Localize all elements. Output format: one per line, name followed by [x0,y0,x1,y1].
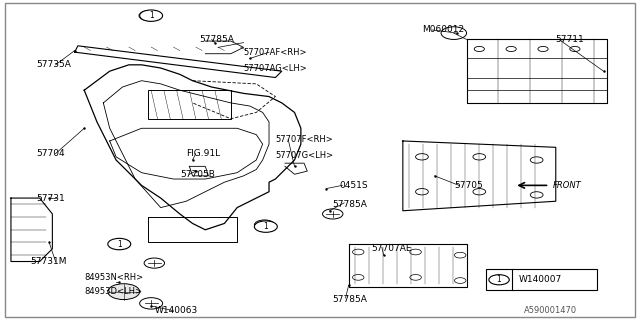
Text: 57705: 57705 [454,181,483,190]
Text: 0451S: 0451S [339,181,368,190]
Text: 57731M: 57731M [30,257,67,266]
Text: W140007: W140007 [519,275,562,284]
Text: 57707AG<LH>: 57707AG<LH> [244,63,307,73]
Text: 57731: 57731 [36,194,65,203]
Circle shape [140,10,163,21]
Bar [148,90,231,119]
Text: 84953D<LH>: 84953D<LH> [84,287,142,296]
Text: 57785A: 57785A [199,35,234,44]
Text: W140063: W140063 [154,306,198,315]
Circle shape [410,275,421,280]
Text: 57707AE: 57707AE [371,244,412,253]
Circle shape [415,188,428,195]
Circle shape [489,275,509,285]
Text: FIG.91L: FIG.91L [186,149,220,158]
Circle shape [538,46,548,52]
Text: 57704: 57704 [36,149,65,158]
Circle shape [473,154,486,160]
Text: 1: 1 [148,11,154,20]
Circle shape [139,11,159,21]
Text: FRONT: FRONT [552,181,581,190]
Circle shape [410,249,421,255]
Circle shape [441,27,467,39]
Circle shape [454,278,466,284]
Circle shape [474,46,484,52]
Text: 57707F<RH>: 57707F<RH> [275,135,333,144]
Circle shape [570,46,580,52]
Circle shape [473,188,486,195]
Text: 57705B: 57705B [180,170,214,179]
Circle shape [531,192,543,198]
Circle shape [323,209,343,219]
Circle shape [108,284,140,300]
Circle shape [108,238,131,250]
Circle shape [454,252,466,258]
Text: M060012: M060012 [422,25,464,35]
Text: 57711: 57711 [556,35,584,44]
Circle shape [353,249,364,255]
Circle shape [109,239,130,249]
Text: 84953N<RH>: 84953N<RH> [84,273,143,282]
Circle shape [415,154,428,160]
Text: 57707G<LH>: 57707G<LH> [275,151,333,160]
Bar [486,269,597,290]
Text: 1: 1 [117,240,122,249]
FancyBboxPatch shape [4,3,636,317]
Circle shape [254,220,275,230]
Text: 57735A: 57735A [36,60,71,69]
Circle shape [531,157,543,163]
Text: 1: 1 [264,222,268,231]
Text: A590001470: A590001470 [524,306,577,315]
Circle shape [140,298,163,309]
Circle shape [353,275,364,280]
Text: 57785A: 57785A [333,295,367,304]
Text: 57785A: 57785A [333,200,367,209]
Text: 57707AF<RH>: 57707AF<RH> [244,48,307,57]
Circle shape [506,46,516,52]
Circle shape [144,258,164,268]
Circle shape [254,221,277,232]
Text: 1: 1 [497,275,501,284]
